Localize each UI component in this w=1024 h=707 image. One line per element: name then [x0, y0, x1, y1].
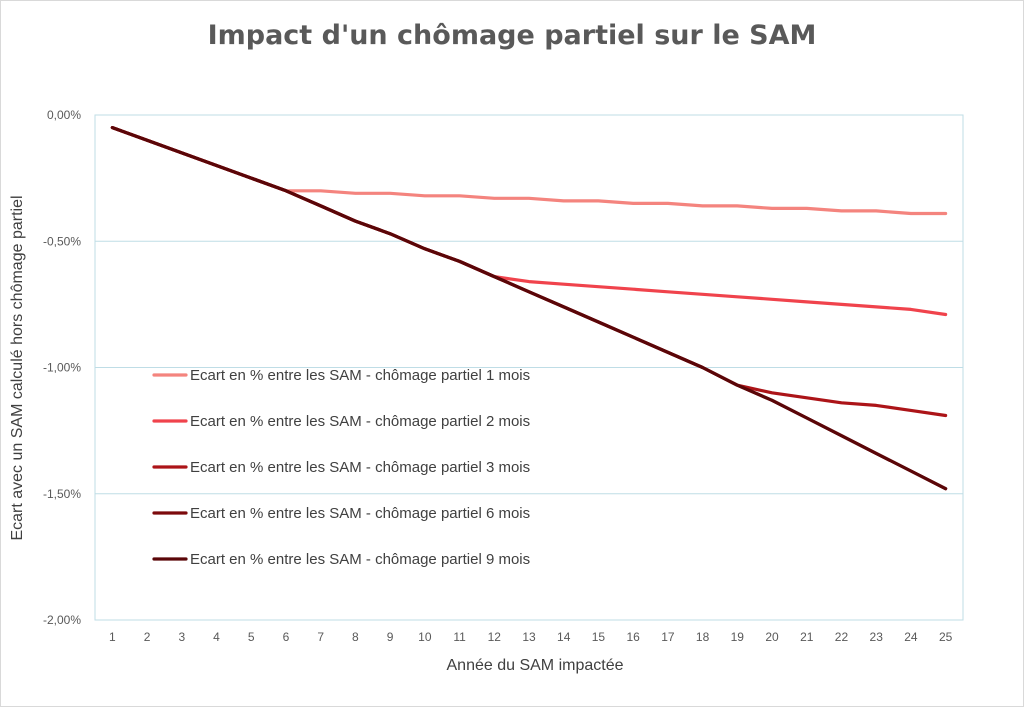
legend-item: Ecart en % entre les SAM - chômage parti… — [152, 413, 530, 430]
x-tick-label: 5 — [248, 630, 255, 644]
x-tick-label: 17 — [661, 630, 675, 644]
legend-label: Ecart en % entre les SAM - chômage parti… — [190, 505, 530, 522]
y-tick-label: 0,00% — [47, 108, 81, 122]
x-tick-label: 1 — [109, 630, 116, 644]
x-tick-label: 13 — [522, 630, 536, 644]
series-line-4 — [110, 125, 948, 491]
x-tick-label: 3 — [178, 630, 185, 644]
x-tick-label: 20 — [765, 630, 779, 644]
x-tick-label: 18 — [696, 630, 710, 644]
legend-label: Ecart en % entre les SAM - chômage parti… — [190, 551, 530, 568]
x-tick-label: 7 — [317, 630, 324, 644]
legend-label: Ecart en % entre les SAM - chômage parti… — [190, 367, 530, 384]
series-line-1 — [110, 125, 948, 216]
legend-item: Ecart en % entre les SAM - chômage parti… — [152, 459, 530, 476]
chart-title: Impact d'un chômage partiel sur le SAM — [208, 20, 817, 51]
legend-label: Ecart en % entre les SAM - chômage parti… — [190, 459, 530, 476]
x-tick-label: 9 — [387, 630, 394, 644]
x-tick-label: 15 — [592, 630, 606, 644]
y-tick-label: -1,50% — [43, 487, 81, 501]
x-tick-label: 23 — [870, 630, 884, 644]
x-tick-label: 22 — [835, 630, 849, 644]
legend-item: Ecart en % entre les SAM - chômage parti… — [152, 505, 530, 522]
x-tick-label: 19 — [731, 630, 745, 644]
y-tick-label: -2,00% — [43, 613, 81, 627]
x-tick-label: 16 — [626, 630, 640, 644]
y-axis-title: Ecart avec un SAM calculé hors chômage p… — [9, 195, 26, 540]
series-lines — [110, 125, 948, 491]
x-tick-label: 12 — [488, 630, 502, 644]
x-axis-title: Année du SAM impactée — [447, 657, 624, 674]
series-line-2 — [110, 125, 948, 317]
legend-item: Ecart en % entre les SAM - chômage parti… — [152, 551, 530, 568]
x-tick-label: 24 — [904, 630, 918, 644]
legend-item: Ecart en % entre les SAM - chômage parti… — [152, 367, 530, 384]
x-tick-label: 21 — [800, 630, 814, 644]
x-tick-label: 6 — [283, 630, 290, 644]
x-tick-label: 8 — [352, 630, 359, 644]
x-tick-label: 14 — [557, 630, 571, 644]
x-tick-label: 11 — [453, 630, 466, 644]
legend: Ecart en % entre les SAM - chômage parti… — [152, 367, 530, 568]
y-tick-label: -1,00% — [43, 361, 81, 375]
x-axis-ticks: 1 2 3 4 5 6 7 8 9 10 11 12 13 14 15 16 17 18 19 20 21 22 23 24 2… — [109, 630, 953, 644]
gridlines — [95, 114, 963, 621]
x-tick-label: 2 — [144, 630, 151, 644]
x-tick-label: 10 — [418, 630, 432, 644]
legend-label: Ecart en % entre les SAM - chômage parti… — [190, 413, 530, 430]
x-tick-label: 4 — [213, 630, 220, 644]
y-tick-label: -0,50% — [43, 234, 81, 248]
x-tick-label: 25 — [939, 630, 953, 644]
series-line-5 — [110, 125, 948, 491]
y-axis-ticks: 0,00% -0,50% -1,00% -1,50% -2,00% — [43, 108, 81, 627]
